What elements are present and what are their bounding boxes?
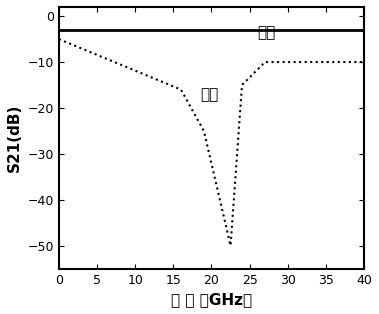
Text: 断光: 断光 [200, 87, 218, 102]
Text: 通光: 通光 [257, 25, 276, 40]
Y-axis label: S21(dB): S21(dB) [7, 104, 22, 172]
X-axis label: 频 率 （GHz）: 频 率 （GHz） [171, 292, 252, 307]
